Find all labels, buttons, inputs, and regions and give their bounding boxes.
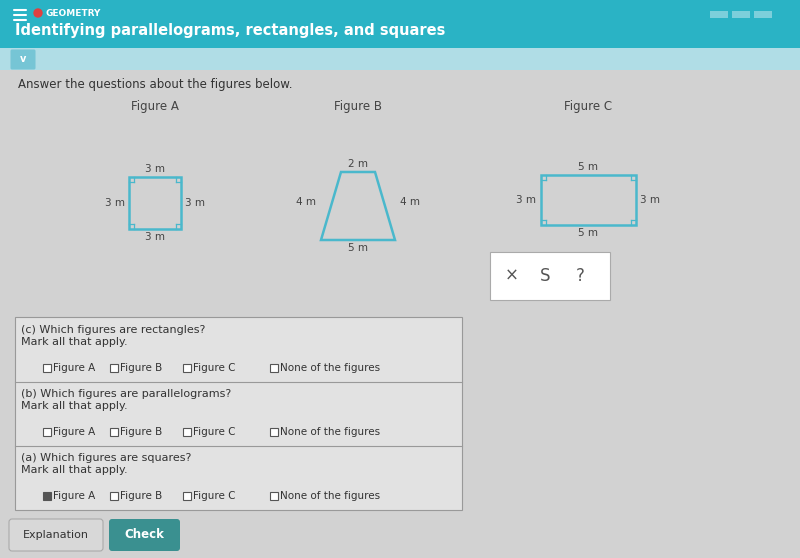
Text: None of the figures: None of the figures xyxy=(280,427,380,437)
Text: Figure A: Figure A xyxy=(131,100,179,113)
Bar xyxy=(0,48,800,70)
Circle shape xyxy=(34,9,42,17)
Text: (a) Which figures are squares?: (a) Which figures are squares? xyxy=(21,453,191,463)
Bar xyxy=(110,492,118,500)
Bar xyxy=(754,11,772,18)
Bar xyxy=(541,175,635,225)
FancyBboxPatch shape xyxy=(9,519,103,551)
Bar xyxy=(110,364,118,372)
Text: Figure A: Figure A xyxy=(53,363,95,373)
Text: S: S xyxy=(540,267,550,285)
Text: 3 m: 3 m xyxy=(517,195,537,205)
Text: Mark all that apply.: Mark all that apply. xyxy=(21,337,128,347)
Bar xyxy=(270,492,278,500)
Text: 3 m: 3 m xyxy=(145,232,165,242)
Bar xyxy=(183,364,191,372)
Text: Answer the questions about the figures below.: Answer the questions about the figures b… xyxy=(18,78,293,91)
Text: Figure B: Figure B xyxy=(120,491,162,501)
Text: Explanation: Explanation xyxy=(23,530,89,540)
Text: Figure C: Figure C xyxy=(564,100,612,113)
Bar xyxy=(183,492,191,500)
Text: 3 m: 3 m xyxy=(145,164,165,174)
Bar xyxy=(129,177,181,229)
Bar xyxy=(43,364,51,372)
Text: ?: ? xyxy=(575,267,585,285)
Text: Mark all that apply.: Mark all that apply. xyxy=(21,401,128,411)
Text: Check: Check xyxy=(124,528,164,541)
Bar xyxy=(710,11,728,18)
Text: 3 m: 3 m xyxy=(105,198,125,208)
Bar xyxy=(0,70,800,558)
Text: None of the figures: None of the figures xyxy=(280,491,380,501)
Text: Figure B: Figure B xyxy=(120,427,162,437)
Text: Mark all that apply.: Mark all that apply. xyxy=(21,465,128,475)
Text: 2 m: 2 m xyxy=(348,159,368,169)
Text: 5 m: 5 m xyxy=(578,228,598,238)
Text: 5 m: 5 m xyxy=(348,243,368,253)
Bar xyxy=(0,0,800,48)
Text: None of the figures: None of the figures xyxy=(280,363,380,373)
Text: ×: × xyxy=(505,267,519,285)
Text: Figure B: Figure B xyxy=(334,100,382,113)
Bar xyxy=(15,317,462,510)
Text: (b) Which figures are parallelograms?: (b) Which figures are parallelograms? xyxy=(21,389,231,399)
FancyBboxPatch shape xyxy=(109,519,180,551)
Bar xyxy=(732,11,750,18)
Text: v: v xyxy=(20,54,26,64)
Text: 5 m: 5 m xyxy=(578,162,598,172)
Text: (c) Which figures are rectangles?: (c) Which figures are rectangles? xyxy=(21,325,206,335)
Text: Figure C: Figure C xyxy=(193,491,235,501)
Bar xyxy=(270,428,278,436)
Bar xyxy=(43,492,51,500)
Text: Figure B: Figure B xyxy=(120,363,162,373)
Bar xyxy=(183,428,191,436)
FancyBboxPatch shape xyxy=(10,50,35,70)
Text: 3 m: 3 m xyxy=(185,198,205,208)
Bar xyxy=(270,364,278,372)
Text: Figure C: Figure C xyxy=(193,363,235,373)
Text: GEOMETRY: GEOMETRY xyxy=(46,8,102,17)
Text: 3 m: 3 m xyxy=(639,195,659,205)
Text: 4 m: 4 m xyxy=(296,197,316,207)
Bar xyxy=(490,252,610,300)
Bar xyxy=(43,428,51,436)
Bar xyxy=(110,428,118,436)
Text: Figure C: Figure C xyxy=(193,427,235,437)
Text: Identifying parallelograms, rectangles, and squares: Identifying parallelograms, rectangles, … xyxy=(15,22,446,37)
Text: 4 m: 4 m xyxy=(400,197,420,207)
Text: Figure A: Figure A xyxy=(53,491,95,501)
Text: Figure A: Figure A xyxy=(53,427,95,437)
